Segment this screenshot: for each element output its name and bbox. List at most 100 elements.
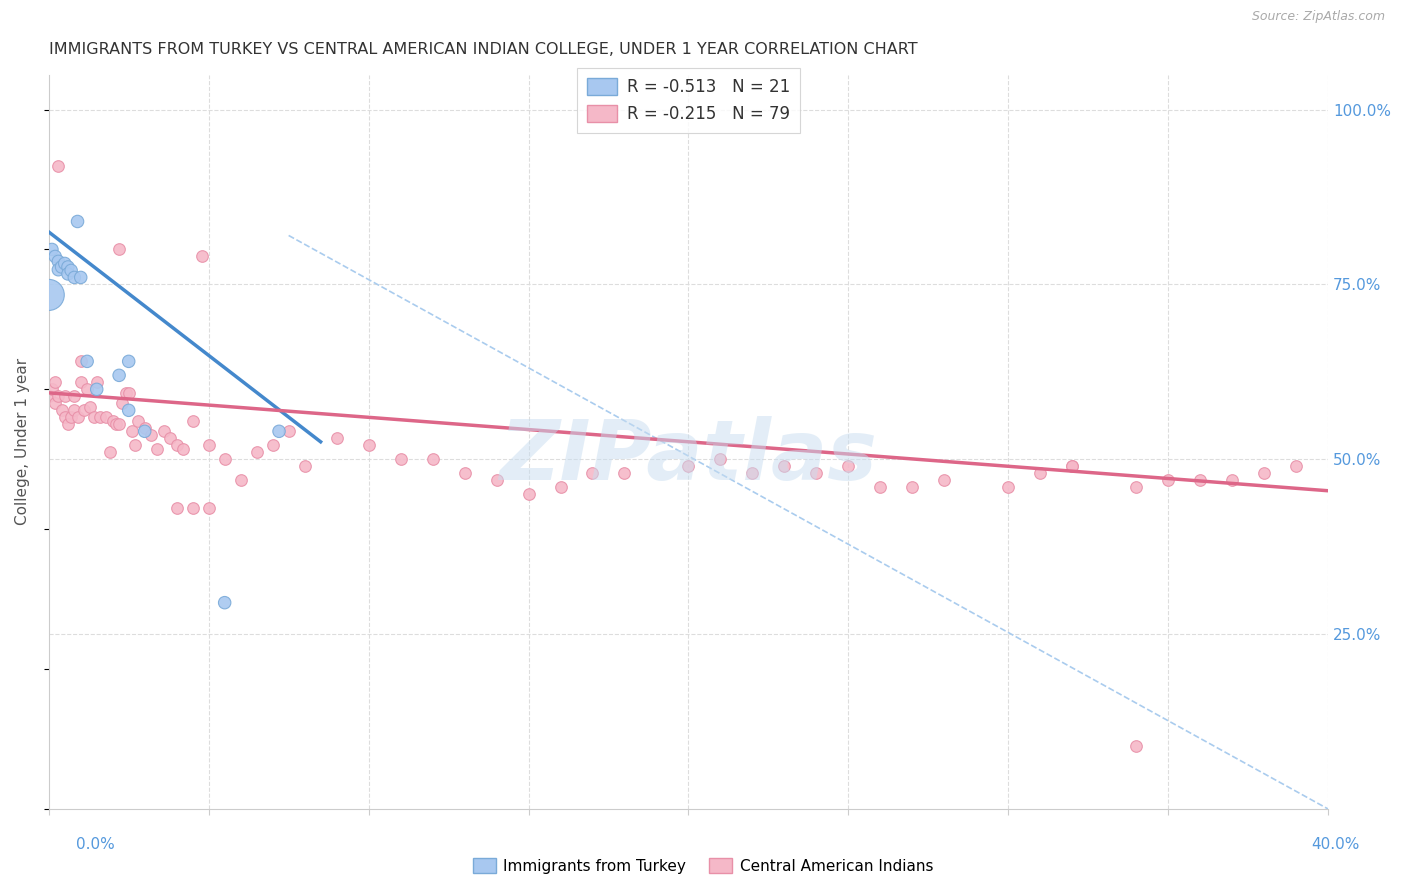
Point <box>73 403 96 417</box>
Point <box>613 467 636 481</box>
Point <box>51 260 73 274</box>
Point <box>678 459 700 474</box>
Point <box>111 396 134 410</box>
Point <box>453 467 475 481</box>
Point <box>229 473 252 487</box>
Point <box>166 501 188 516</box>
Point <box>581 467 603 481</box>
Point <box>89 410 111 425</box>
Point <box>41 382 63 396</box>
Point <box>53 256 76 270</box>
Point <box>1029 467 1052 481</box>
Point <box>98 445 121 459</box>
Point <box>741 467 763 481</box>
Point <box>51 403 73 417</box>
Point <box>53 410 76 425</box>
Point <box>277 425 299 439</box>
Point <box>46 159 69 173</box>
Point <box>837 459 859 474</box>
Point <box>69 270 91 285</box>
Text: 0.0%: 0.0% <box>76 838 115 852</box>
Point <box>96 410 118 425</box>
Point <box>214 452 236 467</box>
Point <box>108 243 131 257</box>
Point <box>38 389 60 403</box>
Point <box>66 214 89 228</box>
Point <box>46 389 69 403</box>
Point <box>66 410 89 425</box>
Point <box>197 438 219 452</box>
Point <box>83 410 105 425</box>
Point <box>44 376 66 390</box>
Point <box>181 501 204 516</box>
Point <box>172 442 194 456</box>
Point <box>294 459 316 474</box>
Point <box>262 438 284 452</box>
Point <box>146 442 169 456</box>
Point <box>41 243 63 257</box>
Point <box>114 385 136 400</box>
Point <box>108 368 131 383</box>
Point <box>901 480 924 494</box>
Point <box>1189 473 1212 487</box>
Point <box>246 445 269 459</box>
Point <box>118 354 141 368</box>
Point <box>1220 473 1243 487</box>
Point <box>134 425 156 439</box>
Point <box>63 270 86 285</box>
Point <box>773 459 796 474</box>
Point <box>139 427 162 442</box>
Point <box>357 438 380 452</box>
Point <box>104 417 127 432</box>
Point <box>76 382 98 396</box>
Text: Source: ZipAtlas.com: Source: ZipAtlas.com <box>1251 10 1385 22</box>
Point <box>325 431 347 445</box>
Point <box>1062 459 1084 474</box>
Point <box>44 249 66 263</box>
Point <box>124 438 146 452</box>
Point <box>869 480 891 494</box>
Point <box>56 417 79 432</box>
Y-axis label: College, Under 1 year: College, Under 1 year <box>15 359 30 525</box>
Point <box>389 452 412 467</box>
Point <box>69 354 91 368</box>
Text: 40.0%: 40.0% <box>1312 838 1360 852</box>
Point <box>46 262 69 277</box>
Point <box>1253 467 1275 481</box>
Point <box>118 385 141 400</box>
Point <box>517 487 540 501</box>
Point <box>69 376 91 390</box>
Point <box>63 403 86 417</box>
Point <box>1062 459 1084 474</box>
Point <box>197 501 219 516</box>
Text: ZIPatlas: ZIPatlas <box>499 416 877 497</box>
Point <box>86 376 108 390</box>
Point <box>44 396 66 410</box>
Point <box>60 410 83 425</box>
Point <box>127 414 149 428</box>
Point <box>422 452 444 467</box>
Point <box>38 288 60 302</box>
Point <box>79 400 101 414</box>
Point <box>159 431 181 445</box>
Point <box>53 389 76 403</box>
Point <box>76 354 98 368</box>
Point <box>1125 739 1147 753</box>
Point <box>191 249 214 263</box>
Point <box>134 421 156 435</box>
Point <box>267 425 290 439</box>
Point <box>1125 480 1147 494</box>
Point <box>121 425 143 439</box>
Point <box>56 260 79 274</box>
Point <box>934 473 956 487</box>
Point <box>86 382 108 396</box>
Point <box>214 596 236 610</box>
Legend: R = -0.513   N = 21, R = -0.215   N = 79: R = -0.513 N = 21, R = -0.215 N = 79 <box>576 69 800 133</box>
Point <box>60 263 83 277</box>
Point <box>485 473 508 487</box>
Point <box>709 452 731 467</box>
Legend: Immigrants from Turkey, Central American Indians: Immigrants from Turkey, Central American… <box>467 852 939 880</box>
Point <box>46 254 69 268</box>
Point <box>118 403 141 417</box>
Point <box>166 438 188 452</box>
